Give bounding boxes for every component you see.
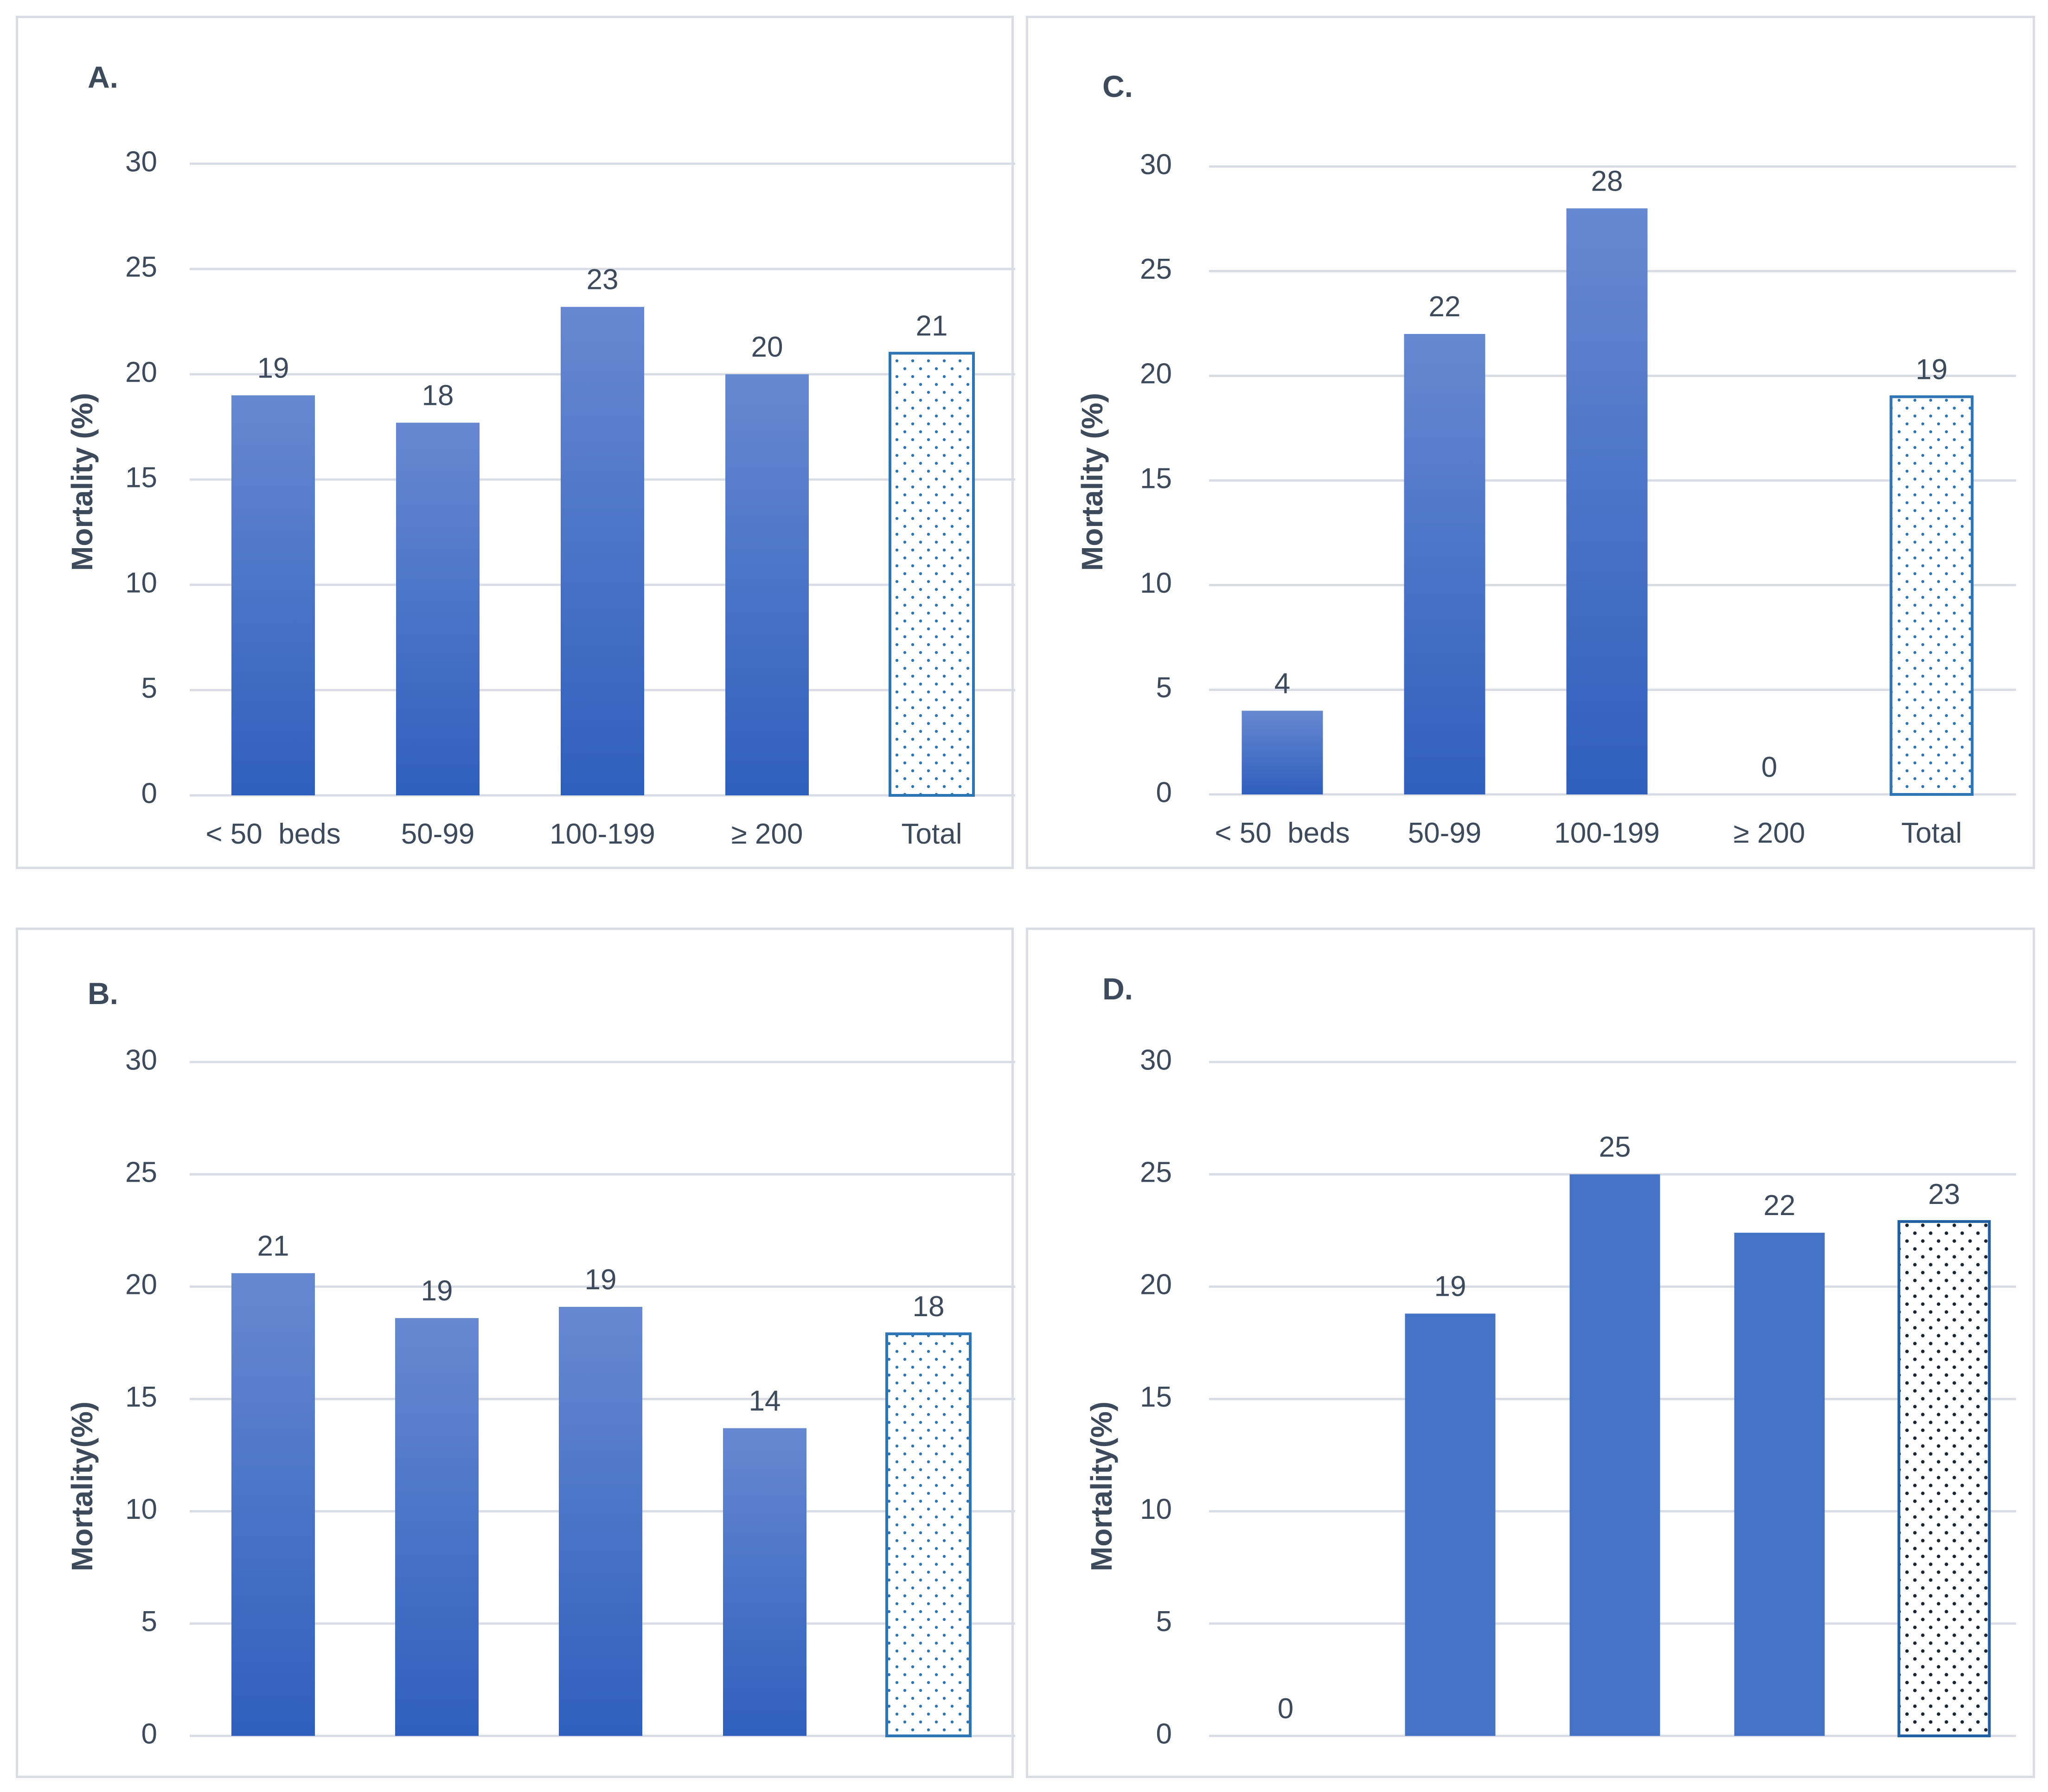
y-tick-label: 10 — [125, 567, 157, 599]
chart-panel-d: D. 0 5 10 15 20 25 30 Mortality(%) 0 19 25 22 23 — [1026, 928, 2035, 1778]
x-tick-label: ≥ 200 — [731, 818, 803, 850]
bar — [723, 1428, 806, 1736]
bar-chart-svg: B. 0 5 10 15 20 25 30 Mortality(%) 21 19 19 14 18 — [65, 976, 1015, 1750]
bar — [231, 395, 315, 795]
panel-label: D. — [1102, 972, 1133, 1006]
bar-total — [889, 352, 975, 797]
x-tick-label: 50-99 — [1408, 817, 1482, 849]
data-label: 23 — [1928, 1178, 1960, 1210]
bar-total — [885, 1332, 972, 1737]
y-tick-label: 30 — [1140, 1044, 1172, 1076]
y-tick-label: 15 — [125, 461, 157, 493]
bar — [725, 374, 809, 795]
y-axis-label: Mortality(%) — [65, 1402, 99, 1571]
bar-chart-svg: C. 0 5 10 15 20 25 30 Mortality (%) 4 < 50 beds 22 5… — [1075, 69, 2016, 849]
y-tick-label: 25 — [125, 1157, 157, 1189]
x-tick-label: 100-199 — [550, 818, 655, 850]
y-tick-label: 0 — [1156, 776, 1172, 808]
y-axis-label: Mortality(%) — [1085, 1402, 1118, 1571]
bar — [1734, 1233, 1825, 1736]
panel-label: C. — [1102, 69, 1133, 103]
x-tick-label: Total — [902, 818, 962, 850]
data-label: 22 — [1429, 291, 1461, 323]
bar — [396, 422, 480, 795]
y-tick-label: 25 — [1140, 253, 1172, 285]
data-label: 22 — [1764, 1190, 1796, 1222]
y-tick-label: 20 — [1140, 358, 1172, 390]
data-label: 19 — [1434, 1270, 1466, 1302]
bar — [1566, 208, 1648, 795]
panel-label: A. — [88, 60, 118, 94]
y-tick-label: 5 — [141, 672, 157, 704]
y-tick-label: 0 — [141, 1718, 157, 1750]
y-tick-label: 30 — [1140, 148, 1172, 180]
data-label: 28 — [1591, 165, 1623, 197]
bar — [1569, 1174, 1660, 1736]
y-tick-label: 25 — [125, 251, 157, 283]
bar — [1405, 1313, 1496, 1736]
y-tick-label: 20 — [125, 1269, 157, 1301]
y-tick-label: 10 — [1140, 567, 1172, 599]
x-tick-label: < 50 beds — [1215, 817, 1350, 849]
data-label: 23 — [587, 264, 619, 296]
data-label: 19 — [421, 1275, 453, 1307]
data-label: 18 — [422, 379, 454, 411]
bar-total — [1889, 395, 1974, 796]
data-label: 0 — [1761, 751, 1777, 783]
data-label: 14 — [749, 1385, 781, 1417]
data-label: 18 — [913, 1291, 945, 1323]
y-axis-label: Mortality (%) — [1075, 393, 1109, 571]
y-tick-label: 20 — [125, 356, 157, 388]
data-label: 19 — [1916, 353, 1948, 385]
y-axis-label: Mortality (%) — [65, 393, 99, 571]
chart-panel-a: A. 0 5 10 15 20 25 30 Mortality (%) 19 < 50 beds 18… — [16, 16, 1015, 869]
y-tick-label: 10 — [125, 1493, 157, 1525]
data-label: 20 — [751, 331, 783, 363]
y-tick-label: 10 — [1140, 1493, 1172, 1525]
chart-panel-b: B. 0 5 10 15 20 25 30 Mortality(%) 21 19 19 14 18 — [16, 928, 1015, 1778]
y-tick-label: 15 — [125, 1381, 157, 1413]
chart-panel-c: C. 0 5 10 15 20 25 30 Mortality (%) 4 < 50 beds 22 5… — [1026, 16, 2035, 869]
x-tick-label: 50-99 — [401, 818, 475, 850]
bar — [559, 1306, 642, 1736]
bar — [395, 1318, 479, 1736]
y-tick-label: 25 — [1140, 1157, 1172, 1189]
bar — [1242, 710, 1323, 794]
x-tick-label: Total — [1901, 817, 1962, 849]
bar-total — [1897, 1220, 1991, 1737]
data-label: 0 — [1278, 1693, 1293, 1725]
bar — [1404, 334, 1485, 794]
bar-chart-svg: D. 0 5 10 15 20 25 30 Mortality(%) 0 19 25 22 23 — [1085, 972, 2016, 1750]
x-tick-label: < 50 beds — [205, 818, 340, 850]
y-tick-label: 0 — [1156, 1718, 1172, 1750]
data-label: 19 — [257, 352, 289, 384]
bar — [561, 307, 644, 795]
y-tick-label: 30 — [125, 1044, 157, 1076]
data-label: 19 — [585, 1264, 617, 1296]
panel-label: B. — [88, 976, 118, 1011]
y-tick-label: 20 — [1140, 1269, 1172, 1301]
y-tick-label: 15 — [1140, 1381, 1172, 1413]
y-tick-label: 5 — [1156, 1606, 1172, 1638]
y-tick-label: 30 — [125, 146, 157, 178]
y-tick-label: 5 — [1156, 672, 1172, 704]
y-tick-label: 15 — [1140, 462, 1172, 494]
y-tick-label: 0 — [141, 777, 157, 809]
y-tick-label: 5 — [141, 1606, 157, 1638]
data-label: 25 — [1599, 1131, 1631, 1163]
data-label: 4 — [1274, 667, 1290, 699]
x-tick-label: 100-199 — [1554, 817, 1660, 849]
data-label: 21 — [916, 310, 948, 342]
data-label: 21 — [257, 1230, 289, 1262]
x-tick-label: ≥ 200 — [1734, 817, 1805, 849]
bar-chart-svg: A. 0 5 10 15 20 25 30 Mortality (%) 19 < 50 beds 18… — [65, 60, 1015, 850]
bar — [231, 1273, 315, 1736]
